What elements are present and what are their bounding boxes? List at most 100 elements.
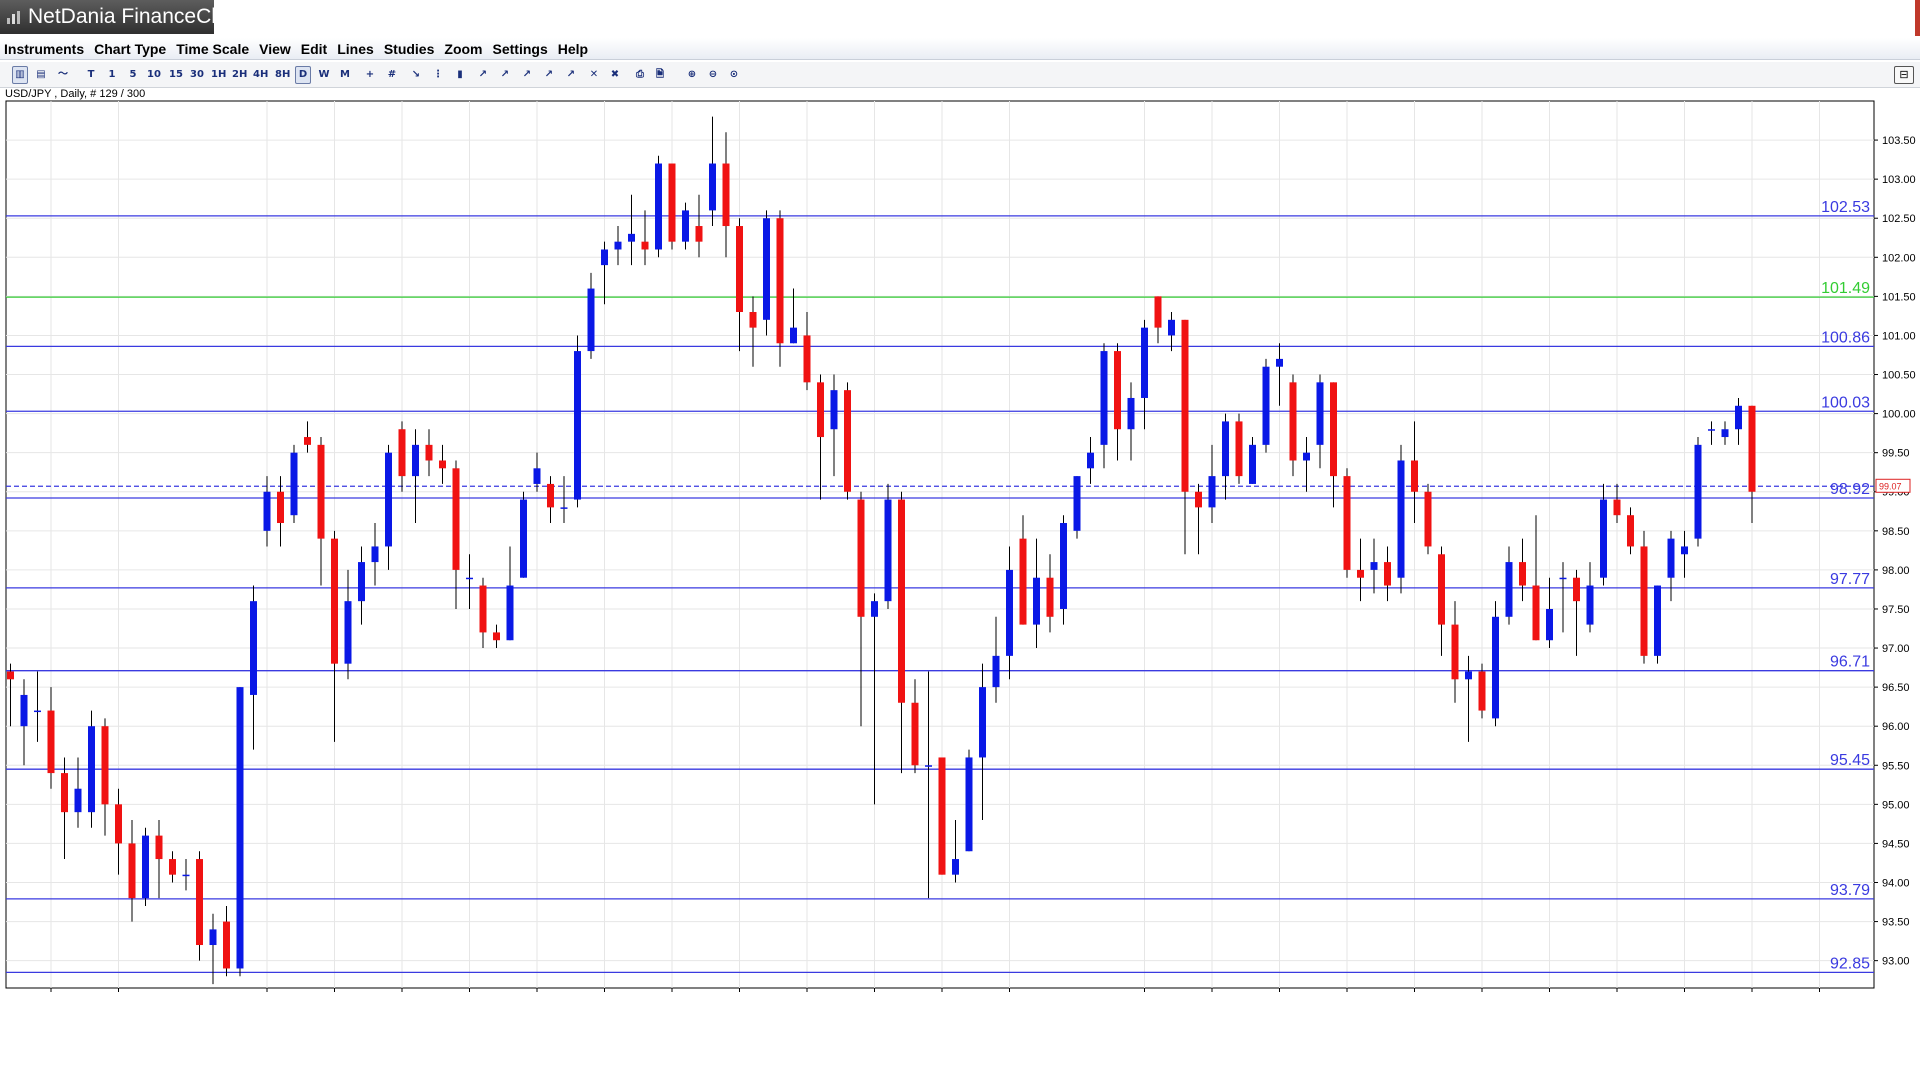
timeframe-15m-button[interactable]: 15 [169, 69, 183, 80]
draw-tool-2-icon[interactable]: ↗ [500, 69, 510, 80]
candle-bear [1411, 460, 1418, 492]
x-tick-label: 12 [1476, 994, 1488, 995]
candle-bear [7, 671, 14, 680]
print-preview-icon[interactable]: 🗎 [655, 69, 665, 80]
draw-tool-4-icon[interactable]: ↗ [544, 69, 554, 80]
timeframe-5m-button[interactable]: 5 [129, 69, 137, 80]
menu-chart-type[interactable]: Chart Type [94, 40, 167, 57]
candle-bull [209, 929, 217, 946]
trendline-icon[interactable]: ↘ [411, 69, 421, 80]
volume-icon[interactable]: ▮ [457, 69, 463, 80]
y-tick-label: 98.50 [1882, 526, 1910, 538]
candle-bear [1235, 421, 1243, 477]
candle-bear [1478, 671, 1486, 711]
draw-tool-1-icon[interactable]: ↗ [478, 69, 488, 80]
candle-bear [304, 437, 311, 445]
candle-bull [1100, 351, 1108, 445]
zoom-in-icon[interactable]: ⊕ [687, 69, 697, 80]
candle-bull [1600, 499, 1607, 578]
candle-bull [1694, 444, 1702, 539]
menu-time-scale[interactable]: Time Scale [176, 40, 250, 57]
candle-bull [1667, 538, 1675, 578]
restore-panel-button[interactable]: ⊟ [1894, 66, 1914, 84]
menu-edit[interactable]: Edit [300, 40, 328, 57]
timeframe-1m-button[interactable]: 1 [108, 69, 116, 80]
draw-tool-3-icon[interactable]: ↗ [522, 69, 532, 80]
menu-instruments[interactable]: Instruments [4, 40, 85, 57]
crosshair-icon[interactable]: + [365, 69, 375, 80]
timeframe-daily-button[interactable]: D [295, 66, 311, 84]
timeframe-30m-button[interactable]: 30 [190, 69, 204, 80]
timeframe-4h-button[interactable]: 4H [253, 69, 269, 80]
candle-bull [1208, 476, 1216, 508]
line-chart-icon[interactable]: 〜 [58, 69, 68, 80]
candle-bull [236, 687, 244, 969]
y-tick-label: 95.00 [1882, 799, 1910, 811]
timeframe-2h-button[interactable]: 2H [232, 69, 248, 80]
candle-bull [965, 757, 973, 852]
candle-bear [817, 382, 824, 438]
menu-view[interactable]: View [259, 40, 291, 57]
x-tick-label: 03 [801, 994, 813, 995]
zoom-out-icon[interactable]: ⊖ [708, 69, 718, 80]
candle-bear [493, 632, 500, 641]
timeframe-tick-button[interactable]: T [87, 69, 95, 80]
grid-icon[interactable]: # [387, 69, 397, 80]
candle-bear [1627, 515, 1634, 547]
candle-bull [830, 390, 838, 430]
candlestick-icon[interactable]: ▥ [12, 66, 28, 84]
timeframe-8h-button[interactable]: 8H [275, 69, 291, 80]
candle-bull [1505, 562, 1513, 617]
menu-settings[interactable]: Settings [492, 40, 548, 57]
timeframe-weekly-button[interactable]: W [318, 69, 330, 80]
candle-bull [884, 499, 892, 602]
y-tick-label: 100.00 [1882, 409, 1916, 421]
delete-icon[interactable]: ✕ [589, 69, 599, 80]
chart-svg[interactable]: 93.00 93.50 94.00 94.50 95.00 95.50 96.00 96.50… [4, 100, 1916, 995]
delete-all-icon[interactable]: ✖ [610, 69, 620, 80]
candle-bull [790, 327, 797, 344]
candle-bull [601, 249, 608, 266]
candle-bull [1006, 569, 1013, 656]
y-tick-label: 95.50 [1882, 760, 1910, 772]
menu-zoom[interactable]: Zoom [444, 40, 483, 57]
ohlc-icon[interactable]: ▤ [36, 69, 46, 80]
candle-bear [61, 773, 68, 813]
delete-drawing-icon[interactable]: ↗ [566, 69, 576, 80]
print-icon[interactable]: ⎙ [636, 69, 644, 80]
menu-studies[interactable]: Studies [383, 40, 435, 57]
candle-bear [857, 499, 865, 617]
level-label: 100.03 [1821, 394, 1870, 411]
chart-area[interactable]: 93.00 93.50 94.00 94.50 95.00 95.50 96.00 96.50… [4, 100, 1916, 995]
y-tick-label: 93.50 [1882, 917, 1910, 929]
candle-bear [736, 226, 743, 313]
candle-bull [371, 546, 379, 563]
timeframe-monthly-button[interactable]: M [340, 69, 350, 80]
x-tick-label: 16 [1813, 994, 1825, 995]
menu-lines[interactable]: Lines [337, 40, 374, 57]
x-tick-label: 29 [1341, 994, 1353, 995]
candle-bull [1276, 358, 1283, 367]
x-tick-label: 17 [936, 994, 948, 995]
x-tick-label: 22 [1273, 994, 1285, 995]
x-tick-label: 02 [1678, 994, 1690, 995]
menu-help[interactable]: Help [557, 40, 589, 57]
candle-bull [655, 163, 662, 250]
candle-bull [560, 507, 568, 509]
y-tick-label: 94.00 [1882, 877, 1910, 889]
timeframe-1h-button[interactable]: 1H [211, 69, 227, 80]
x-tick-label: 09 [1746, 994, 1758, 995]
zoom-reset-icon[interactable]: ⊙ [729, 69, 739, 80]
timeframe-10m-button[interactable]: 10 [147, 69, 161, 80]
candle-bear [398, 429, 406, 477]
candle-bear [722, 163, 730, 227]
candle-bull [250, 601, 257, 695]
candle-bull [979, 687, 986, 758]
candle-bull [1465, 671, 1472, 680]
menu-bar: Instruments Chart Type Time Scale View Edit L… [0, 38, 1920, 60]
y-tick-label: 97.00 [1882, 643, 1910, 655]
candle-bear [452, 468, 460, 570]
candle-bull [74, 788, 82, 813]
y-tick-label: 96.50 [1882, 682, 1910, 694]
fibonacci-icon[interactable]: ⋮ [433, 69, 443, 80]
